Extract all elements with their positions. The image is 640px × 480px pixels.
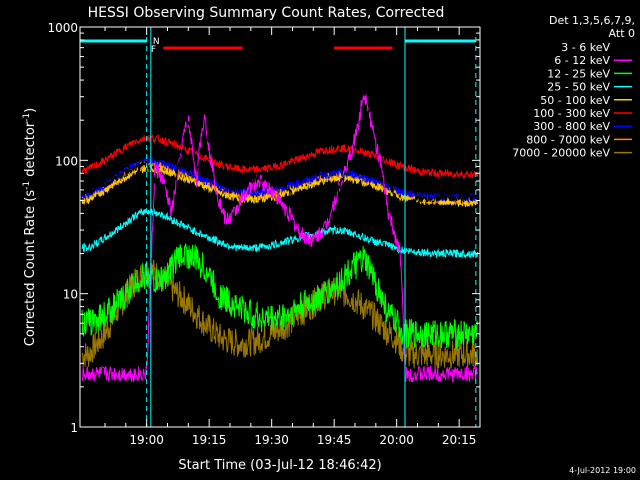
y-tick-label-1: 10 bbox=[63, 288, 78, 302]
y-axis-label-mid: detector bbox=[23, 121, 38, 181]
legend-label-1: 6 - 12 keV bbox=[554, 54, 610, 67]
x-tick-label-2: 19:30 bbox=[254, 433, 289, 447]
y-tick-label-3: 1000 bbox=[47, 21, 78, 35]
x-tick-label-0: 19:00 bbox=[129, 433, 164, 447]
legend-label-6: 300 - 800 keV bbox=[533, 120, 610, 133]
y-axis-label-sup1: -1 bbox=[22, 181, 32, 190]
y-axis-label-sup2: -1 bbox=[22, 113, 32, 122]
x-tick-label-1: 19:15 bbox=[192, 433, 227, 447]
series-line-1 bbox=[81, 94, 479, 384]
y-axis-label: Corrected Count Rate (s-1 detector-1) bbox=[22, 108, 38, 346]
series-line-5 bbox=[81, 134, 479, 180]
footer-date: 4-Jul-2012 19:00 bbox=[569, 466, 636, 475]
legend-label-2: 12 - 25 keV bbox=[547, 67, 610, 80]
legend-label-8: 7000 - 20000 keV bbox=[512, 147, 610, 160]
legend-label-5: 100 - 300 keV bbox=[533, 107, 610, 120]
series-line-0 bbox=[81, 104, 479, 216]
chart-title: HESSI Observing Summary Count Rates, Cor… bbox=[88, 5, 445, 21]
legend-label-0: 3 - 6 keV bbox=[561, 41, 610, 54]
x-tick-label-4: 20:00 bbox=[379, 433, 414, 447]
x-tick-label-5: 20:15 bbox=[442, 433, 477, 447]
axis-layer: 19:00 19:15 19:30 19:45 20:00 20:15 1 10 100 1000 bbox=[47, 21, 481, 447]
series-line-3 bbox=[81, 207, 479, 260]
legend-label-3: 25 - 50 keV bbox=[547, 81, 610, 94]
y-tick-label-0: 1 bbox=[70, 421, 78, 435]
plot-frame bbox=[79, 26, 481, 428]
plot-layer: NF bbox=[80, 27, 479, 427]
legend-label-7: 800 - 7000 keV bbox=[526, 133, 610, 146]
legend-header-line-1: Det 1,3,5,6,7,9, bbox=[549, 14, 635, 27]
legend-header-line-2: Att 0 bbox=[609, 27, 635, 40]
y-axis-label-main: Corrected Count Rate (s bbox=[23, 190, 38, 347]
series-line-2 bbox=[81, 243, 479, 349]
marker-label-1: F bbox=[151, 45, 156, 55]
x-axis-label: Start Time (03-Jul-12 18:46:42) bbox=[178, 458, 381, 473]
x-tick-label-3: 19:45 bbox=[317, 433, 352, 447]
series-line-6 bbox=[81, 157, 479, 203]
y-tick-label-2: 100 bbox=[55, 154, 78, 168]
legend-label-4: 50 - 100 keV bbox=[540, 94, 610, 107]
marker-label-0: N bbox=[153, 37, 160, 47]
y-axis-label-end: ) bbox=[23, 108, 38, 113]
